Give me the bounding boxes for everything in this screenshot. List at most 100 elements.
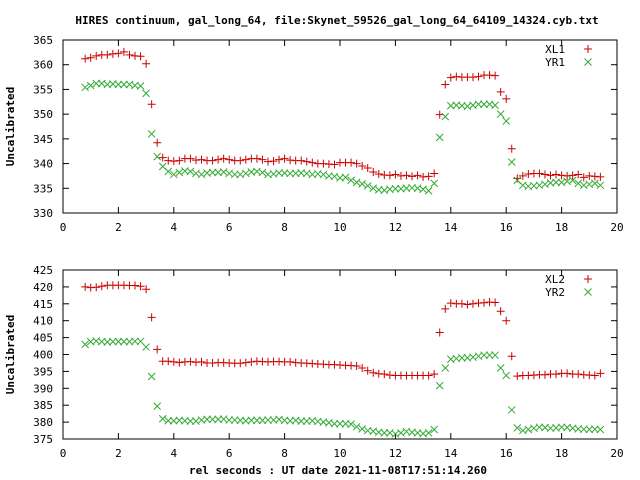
series-yr2 bbox=[81, 288, 605, 438]
x-tick-label: 4 bbox=[170, 221, 177, 234]
data-point bbox=[114, 337, 123, 346]
data-point bbox=[419, 185, 427, 194]
data-point bbox=[358, 364, 367, 373]
data-point bbox=[352, 178, 361, 187]
x-tick-label: 0 bbox=[60, 221, 67, 234]
data-point bbox=[147, 100, 156, 109]
data-point bbox=[142, 89, 150, 98]
data-point bbox=[197, 357, 206, 366]
x-tick-label: 0 bbox=[60, 447, 67, 460]
data-point bbox=[574, 170, 583, 179]
data-point bbox=[319, 170, 328, 179]
data-point bbox=[197, 155, 206, 164]
y-tick-label: 425 bbox=[33, 264, 53, 277]
data-point bbox=[142, 285, 151, 294]
y-tick-label: 345 bbox=[33, 133, 53, 146]
data-point bbox=[435, 133, 444, 142]
legend-label: YR2 bbox=[545, 286, 565, 299]
data-point bbox=[352, 361, 361, 370]
data-point bbox=[441, 304, 450, 313]
data-point bbox=[496, 307, 505, 316]
data-point bbox=[164, 357, 173, 366]
data-point bbox=[236, 156, 245, 165]
data-point bbox=[214, 155, 223, 164]
data-point bbox=[308, 158, 317, 167]
data-point bbox=[120, 80, 128, 89]
data-point bbox=[119, 47, 128, 56]
data-point bbox=[507, 144, 516, 153]
data-point bbox=[92, 283, 101, 292]
data-point bbox=[302, 157, 311, 166]
data-point bbox=[153, 402, 162, 411]
y-axis-label: Uncalibrated bbox=[4, 315, 17, 394]
data-point bbox=[258, 168, 267, 177]
y-tick-label: 330 bbox=[33, 207, 53, 220]
data-point bbox=[241, 169, 250, 178]
x-tick-label: 2 bbox=[115, 221, 122, 234]
data-point bbox=[208, 415, 217, 424]
data-point bbox=[491, 351, 499, 360]
data-point bbox=[430, 370, 439, 379]
data-point bbox=[358, 425, 367, 433]
data-point bbox=[280, 154, 289, 163]
data-point bbox=[480, 298, 489, 307]
data-point bbox=[247, 357, 256, 366]
x-tick-label: 14 bbox=[444, 447, 458, 460]
data-point bbox=[424, 172, 433, 181]
data-point bbox=[197, 170, 206, 179]
data-point bbox=[275, 155, 284, 164]
data-point bbox=[297, 417, 306, 425]
data-point bbox=[81, 83, 90, 92]
data-point bbox=[579, 173, 588, 182]
data-point bbox=[402, 171, 411, 180]
data-point bbox=[241, 358, 250, 367]
data-point bbox=[596, 181, 605, 190]
data-point bbox=[142, 343, 150, 351]
data-point bbox=[480, 351, 488, 360]
legend-label: XL2 bbox=[545, 273, 565, 286]
data-point bbox=[147, 130, 156, 138]
data-point bbox=[552, 170, 561, 179]
data-point bbox=[397, 429, 405, 437]
data-point bbox=[247, 416, 256, 425]
data-point bbox=[81, 282, 90, 291]
data-point bbox=[568, 171, 577, 180]
data-point bbox=[158, 153, 167, 162]
data-point bbox=[125, 50, 134, 59]
data-point bbox=[142, 59, 151, 68]
data-point bbox=[186, 167, 195, 176]
data-point bbox=[363, 164, 372, 173]
data-point bbox=[114, 80, 123, 89]
data-point bbox=[136, 82, 145, 90]
data-point bbox=[253, 416, 261, 425]
data-point bbox=[131, 281, 140, 290]
data-point bbox=[435, 381, 444, 390]
data-point bbox=[330, 172, 339, 181]
y-tick-label: 375 bbox=[33, 433, 53, 446]
data-point bbox=[164, 167, 173, 176]
y-tick-label: 385 bbox=[33, 399, 53, 412]
data-point bbox=[219, 168, 228, 176]
data-point bbox=[518, 171, 527, 180]
data-point bbox=[513, 423, 522, 432]
data-point bbox=[474, 72, 483, 81]
x-tick-label: 20 bbox=[610, 221, 623, 234]
x-tick-label: 18 bbox=[555, 447, 568, 460]
data-point bbox=[502, 371, 511, 380]
legend-marker bbox=[584, 288, 592, 296]
data-point bbox=[369, 184, 378, 193]
data-point bbox=[491, 71, 500, 80]
data-point bbox=[81, 340, 90, 349]
data-point bbox=[563, 369, 572, 378]
data-point bbox=[374, 169, 383, 178]
data-point bbox=[153, 345, 162, 354]
x-tick-label: 4 bbox=[170, 447, 177, 460]
data-point bbox=[424, 186, 433, 195]
data-point bbox=[158, 414, 167, 423]
data-point bbox=[480, 100, 488, 109]
data-point bbox=[86, 81, 95, 90]
data-point bbox=[552, 370, 561, 379]
y-tick-label: 335 bbox=[33, 182, 53, 195]
data-point bbox=[590, 179, 599, 188]
data-point bbox=[496, 87, 505, 96]
